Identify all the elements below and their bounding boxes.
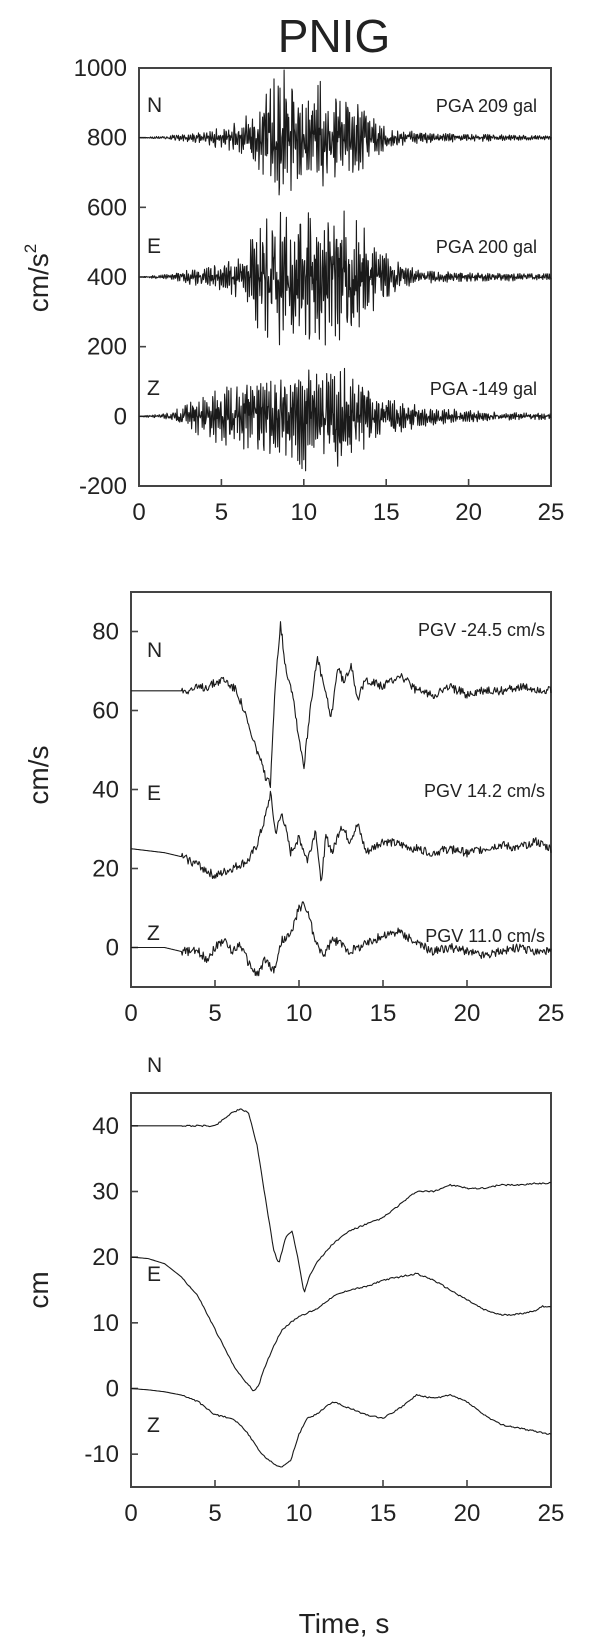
component-label-n: N (147, 94, 162, 117)
y-tick-label: 0 (106, 935, 119, 962)
trace-velocity-n (131, 621, 552, 789)
component-label-e: E (147, 1263, 161, 1286)
peak-annotation-e: PGA 200 gal (436, 237, 537, 257)
component-label-n: N (147, 1054, 162, 1077)
peak-annotation-n: PGA 209 gal (436, 96, 537, 116)
trace-displacement-z (130, 1387, 552, 1468)
x-tick-label: 15 (370, 1000, 397, 1027)
y-tick-label: 40 (92, 1113, 119, 1140)
trace-velocity-z (131, 901, 552, 977)
component-label-e: E (147, 235, 161, 258)
y-tick-label: -200 (79, 473, 127, 500)
trace-acceleration-n (138, 69, 552, 196)
y-tick-label: -10 (84, 1441, 119, 1468)
y-tick-label: 40 (92, 777, 119, 804)
x-tick-label: 20 (455, 499, 482, 526)
component-label-e: E (147, 782, 161, 805)
x-tick-label: 10 (290, 499, 317, 526)
y-tick-label: 0 (106, 1376, 119, 1403)
y-tick-label: 200 (87, 334, 127, 361)
component-label-n: N (147, 639, 162, 662)
peak-annotation-z: PGA -149 gal (430, 379, 537, 399)
x-tick-label: 15 (370, 1500, 397, 1527)
peak-annotation-e: PGV 14.2 cm/s (424, 781, 545, 801)
trace-acceleration-z (138, 367, 552, 472)
component-label-z: Z (147, 922, 160, 945)
y-axis-label: cm/s (23, 745, 54, 804)
x-tick-label: 25 (538, 1000, 565, 1027)
x-tick-label: 10 (286, 1500, 313, 1527)
y-tick-label: 20 (92, 856, 119, 883)
x-tick-label: 20 (454, 1500, 481, 1527)
x-axis-label: Time, s (299, 1608, 390, 1639)
trace-velocity-e (131, 790, 552, 882)
peak-annotation-z: PGV 11.0 cm/s (425, 926, 545, 946)
trace-acceleration-e (138, 210, 552, 346)
y-tick-label: 0 (114, 403, 127, 430)
x-tick-label: 5 (208, 1500, 221, 1527)
y-tick-label: 30 (92, 1179, 119, 1206)
y-tick-label: 20 (92, 1244, 119, 1271)
component-label-z: Z (147, 377, 160, 400)
y-axis-label: cm/s2 (21, 244, 54, 313)
peak-annotation-n: PGV -24.5 cm/s (418, 620, 545, 640)
x-tick-label: 5 (215, 499, 228, 526)
panel-velocity: 0 5 10 15 20 25 0 20 40 60 80 cm/s N PGV -24.5 cm/s E P… (23, 591, 565, 1027)
panel-displacement: 0 5 10 15 20 25 -10 0 10 20 30 40 cm N E Z (23, 1054, 564, 1527)
x-tick-label: 5 (208, 1000, 221, 1027)
y-tick-label: 800 (87, 125, 127, 152)
x-tick-label: 0 (124, 1000, 137, 1027)
x-tick-label: 0 (124, 1500, 137, 1527)
trace-displacement-n (131, 1108, 552, 1293)
plot-frame (130, 1092, 552, 1488)
y-axis-label: cm (23, 1271, 54, 1308)
x-tick-label: 20 (454, 1000, 481, 1027)
x-tick-label: 25 (538, 499, 565, 526)
component-label-z: Z (147, 1414, 160, 1437)
x-tick-label: 10 (286, 1000, 313, 1027)
y-tick-label: 80 (92, 619, 119, 646)
figure-title: PNIG (278, 10, 390, 62)
trace-displacement-e (130, 1256, 552, 1392)
x-tick-label: 15 (373, 499, 400, 526)
y-tick-label: 10 (92, 1310, 119, 1337)
x-tick-label: 0 (132, 499, 145, 526)
y-tick-label: 60 (92, 698, 119, 725)
x-tick-label: 25 (538, 1500, 565, 1527)
y-tick-label: 1000 (74, 55, 127, 82)
y-tick-label: 600 (87, 194, 127, 221)
y-tick-label: 400 (87, 264, 127, 291)
